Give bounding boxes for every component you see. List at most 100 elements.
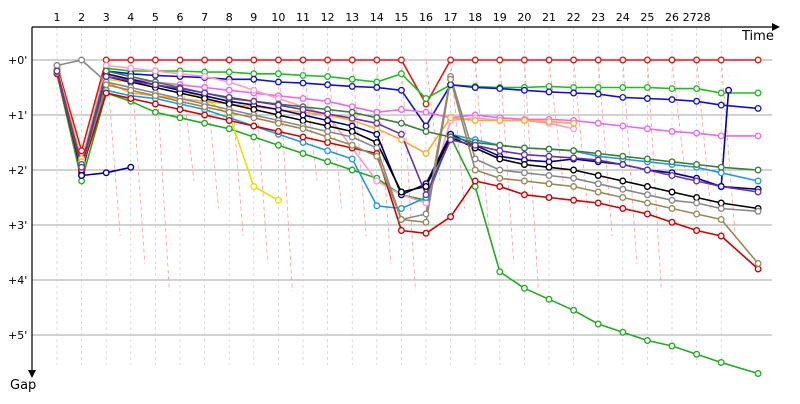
data-point-6-15: [422, 199, 430, 207]
data-point-5-24: [643, 125, 651, 133]
data-point-13-21: [570, 183, 578, 190]
data-point-12-23: [619, 205, 627, 212]
data-point-10-22: [594, 172, 602, 179]
x-axis-arrow: [772, 23, 780, 31]
data-point-5-15: [422, 108, 430, 116]
data-point-3-5: [176, 114, 184, 122]
y-axis-title: Gap: [10, 378, 36, 393]
x-tick-label-24: 25: [640, 11, 654, 24]
data-point-13-5: [176, 97, 184, 105]
pit-line-19: [524, 59, 539, 292]
data-point-13-4: [151, 92, 159, 100]
data-point-14-13: [373, 114, 381, 122]
data-point-2-11: [324, 81, 332, 89]
data-point-3-1: [78, 177, 86, 185]
data-point-1-8: [250, 70, 258, 78]
data-point-13-6: [201, 103, 209, 111]
data-point-6-21: [570, 125, 578, 133]
data-point-12-28: [754, 265, 762, 273]
data-point-11-20: [545, 172, 553, 179]
pit-line-3: [130, 59, 146, 264]
data-point-12-16: [447, 213, 455, 221]
data-point-5-10: [299, 95, 307, 102]
pit-line-13: [376, 59, 392, 264]
data-point-5-22: [594, 119, 602, 127]
data-point-3-12: [348, 166, 356, 174]
data-point-8-10: [299, 139, 307, 146]
data-point-3-10: [299, 150, 307, 157]
y-tick-label-2: +2': [8, 164, 27, 177]
data-point-14-20: [545, 145, 553, 153]
data-point-0-19: [520, 56, 528, 64]
data-point-5-7: [225, 86, 233, 94]
data-point-10-21: [570, 166, 578, 174]
x-tick-label-6: 7: [201, 11, 208, 24]
data-point-13-3: [127, 86, 135, 94]
data-point-2-15: [422, 122, 430, 130]
data-point-1-21: [570, 84, 578, 91]
data-point-14-27: [717, 163, 725, 171]
data-point-17-0: [717, 183, 725, 190]
series-line-3: [56, 73, 759, 375]
pit-line-21: [573, 59, 588, 209]
data-point-2-23: [619, 93, 627, 101]
y-tick-labels: +0' +1' +2' +3' +4' +5': [8, 54, 27, 342]
data-point-1-24: [643, 84, 651, 91]
data-point-15-22: [594, 156, 602, 164]
data-point-15-6: [201, 89, 209, 97]
data-point-2-20: [545, 88, 553, 96]
data-point-12-10: [299, 133, 307, 141]
data-point-6-8: [250, 86, 258, 94]
data-point-13-27: [717, 216, 725, 223]
data-point-13-11: [324, 133, 332, 141]
data-point-11-23: [619, 185, 627, 193]
data-point-12-27: [717, 232, 725, 240]
x-tick-label-11: 12: [321, 11, 335, 24]
data-point-8-14: [397, 205, 405, 212]
data-point-13-18: [496, 174, 504, 182]
data-point-13-15: [422, 218, 430, 226]
data-point-3-19: [520, 284, 528, 292]
data-point-11-19: [520, 169, 528, 177]
data-point-15-28: [754, 188, 762, 196]
data-point-10-20: [545, 163, 553, 171]
data-point-2-19: [520, 86, 528, 94]
data-point-14-12: [348, 108, 356, 116]
data-point-3-23: [619, 328, 627, 336]
axes: [28, 23, 780, 378]
data-point-2-9: [274, 78, 282, 86]
data-point-11-0: [53, 62, 61, 69]
data-point-0-8: [250, 56, 258, 64]
data-point-11-28: [754, 207, 762, 215]
pit-line-26: [696, 59, 711, 209]
data-point-3-26: [693, 350, 701, 358]
data-point-12-14: [397, 227, 405, 234]
x-tick-label-7: 8: [226, 11, 233, 24]
data-point-6-9: [274, 95, 282, 102]
x-tick-labels: 1 2 3 4 5 6 7 8 9 10 11 12 13 14 15 16 17 18 19 20 21 22 23 24 2…: [54, 11, 711, 24]
x-tick-label-2: 3: [103, 11, 110, 24]
data-point-14-18: [496, 141, 504, 149]
data-point-0-21: [570, 56, 578, 64]
data-point-13-19: [520, 177, 528, 185]
data-point-2-8: [250, 75, 258, 83]
data-point-6-4: [151, 67, 159, 75]
data-point-3-24: [643, 337, 651, 344]
x-tick-label-15: 16: [419, 11, 433, 24]
data-point-10-23: [619, 177, 627, 185]
data-point-0-7: [225, 56, 233, 64]
data-point-12-4: [151, 100, 159, 108]
series-line-9: [56, 71, 759, 196]
data-point-13-17: [471, 166, 479, 174]
data-point-15-12: [348, 114, 356, 122]
data-point-13-13: [373, 152, 381, 160]
data-point-2-13: [373, 84, 381, 91]
data-point-4-8: [250, 183, 258, 190]
data-point-6-6: [201, 73, 209, 80]
data-point-9-10: [299, 111, 307, 119]
data-point-0-2: [102, 56, 110, 64]
data-point-13-20: [545, 180, 553, 188]
data-point-8-12: [348, 155, 356, 163]
data-point-16-1: [102, 169, 110, 177]
data-point-0-4: [151, 56, 159, 64]
